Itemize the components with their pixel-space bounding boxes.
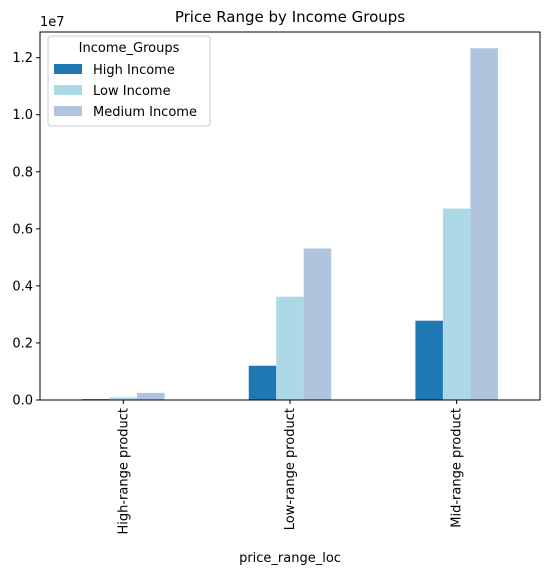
legend-label: Low Income: [93, 84, 171, 99]
bars-group: [82, 48, 498, 400]
legend-swatch: [54, 106, 82, 116]
legend-box: [47, 35, 211, 127]
bar-medium-income: [303, 248, 332, 400]
y-tick-label: 0.0: [12, 394, 33, 409]
y-scale-label: 1e7: [40, 15, 65, 30]
x-tick-label: Mid-range product: [450, 408, 465, 528]
plot-frame: [39, 31, 541, 401]
bar-high-income: [415, 320, 443, 400]
legend-label: Medium Income: [93, 105, 197, 120]
bar-medium-income: [470, 48, 498, 400]
y-tick-label: 1.2: [12, 51, 33, 66]
y-tick-label: 1.0: [12, 108, 33, 123]
chart-title: Price Range by Income Groups: [175, 8, 405, 26]
y-tick-label: 0.2: [12, 336, 33, 351]
x-axis-label: price_range_loc: [239, 551, 341, 566]
y-axis: 0.0 0.2 0.4 0.6 0.8 1.0 1.2: [12, 51, 40, 409]
y-tick-label: 0.8: [12, 165, 33, 180]
x-tick-label: Low-range product: [283, 408, 298, 530]
bar-low-income: [442, 208, 471, 400]
bar-high-income: [248, 365, 277, 400]
legend-items: High Income Low Income Medium Income: [54, 63, 197, 120]
y-tick-label: 0.6: [12, 222, 33, 237]
legend-swatch: [54, 64, 82, 74]
bar-medium-income: [137, 392, 165, 400]
legend: Income_Groups High Income Low Income Mediu…: [47, 35, 211, 127]
legend-swatch: [54, 85, 82, 95]
x-tick-label: High-range product: [116, 408, 131, 535]
x-axis: High-range product Low-range product Mid-r…: [116, 400, 465, 535]
legend-label: High Income: [93, 63, 175, 78]
legend-title: Income_Groups: [79, 41, 180, 56]
y-tick-label: 0.4: [12, 279, 33, 294]
bar-low-income: [276, 296, 304, 400]
bar-low-income: [109, 397, 138, 400]
